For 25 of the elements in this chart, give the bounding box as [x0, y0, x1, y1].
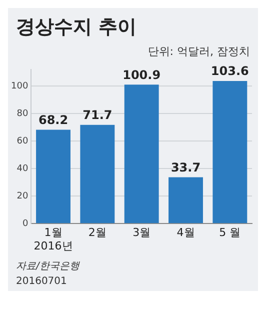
- data-label: 103.6: [210, 64, 249, 78]
- chart-title: 경상수지 추이: [15, 15, 138, 40]
- y-tick-label: 100: [10, 81, 28, 92]
- data-label: 33.7: [170, 160, 201, 174]
- x-tick-label: 2월: [88, 226, 106, 240]
- x-tick-label: 4월: [176, 226, 195, 240]
- bar: [36, 130, 70, 224]
- data-label: 71.7: [82, 108, 112, 122]
- bar: [124, 84, 159, 224]
- y-tick-label: 40: [16, 164, 28, 174]
- y-tick-label: 80: [16, 108, 28, 119]
- x-tick-label: 3월: [132, 226, 151, 240]
- text: 20160701: [15, 275, 68, 287]
- text: 자료/한국은행: [15, 260, 81, 273]
- chart-subtitle: 단위: 억달러, 잠정치: [146, 44, 251, 60]
- x-tick-label: 1월 2016년: [34, 226, 73, 252]
- y-tick-label: 60: [16, 136, 28, 146]
- bar: [168, 177, 203, 224]
- data-label: 100.9: [122, 68, 161, 82]
- y-tick-label: 20: [16, 191, 28, 202]
- bar: [212, 80, 248, 224]
- data-label: 68.2: [38, 112, 68, 127]
- bar: [80, 124, 115, 224]
- x-tick-label: 5 월: [219, 226, 241, 240]
- y-tick-label: 0: [22, 218, 28, 229]
